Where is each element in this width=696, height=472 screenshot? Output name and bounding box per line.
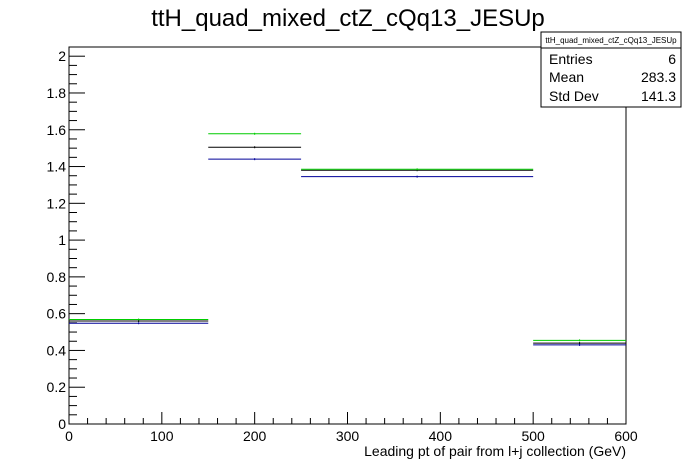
y-tick-label: 1.6 [47, 122, 67, 138]
y-tick-label: 1.8 [47, 85, 67, 101]
stats-box-frame [540, 31, 682, 108]
y-tick-label: 1 [58, 232, 66, 248]
axis-ticks [68, 46, 627, 425]
x-tick-label: 0 [65, 428, 73, 444]
y-tick-label: 1.4 [47, 159, 67, 175]
y-tick-label: 0.8 [47, 269, 67, 285]
stats-mean-label: Mean [549, 69, 584, 85]
y-tick-label: 0.4 [47, 342, 67, 358]
x-axis-label: Leading pt of pair from l+j collection (… [364, 443, 626, 459]
x-tick-label: 200 [243, 428, 267, 444]
x-tick-label: 600 [614, 428, 638, 444]
stats-mean-value: 283.3 [641, 69, 676, 85]
series-0 [69, 146, 626, 345]
stats-box: ttH_quad_mixed_ctZ_cQq13_JESUp Entries 6… [540, 31, 682, 108]
histogram-series [69, 132, 626, 346]
x-tick-label: 500 [521, 428, 545, 444]
y-tick-label: 1.2 [47, 195, 67, 211]
stats-stddev-label: Std Dev [549, 88, 599, 104]
series-2 [69, 158, 626, 346]
y-tick-labels: 0 0.2 0.4 0.6 0.8 1 1.2 1.4 1.6 1.8 2 [47, 48, 67, 432]
series-1 [69, 132, 626, 342]
y-tick-label: 0 [58, 416, 66, 432]
x-tick-label: 300 [336, 428, 360, 444]
stats-stddev-value: 141.3 [641, 88, 676, 104]
stats-box-title: ttH_quad_mixed_ctZ_cQq13_JESUp [545, 36, 677, 45]
x-tick-label: 100 [150, 428, 174, 444]
stats-entries-value: 6 [668, 51, 676, 67]
stats-entries-label: Entries [549, 51, 593, 67]
y-tick-label: 2 [58, 48, 66, 64]
x-tick-label: 400 [429, 428, 453, 444]
y-tick-label: 0.6 [47, 306, 67, 322]
x-tick-labels: 0 100 200 300 400 500 600 [65, 428, 638, 444]
chart-title: ttH_quad_mixed_ctZ_cQq13_JESUp [151, 5, 545, 32]
y-tick-label: 0.2 [47, 379, 67, 395]
